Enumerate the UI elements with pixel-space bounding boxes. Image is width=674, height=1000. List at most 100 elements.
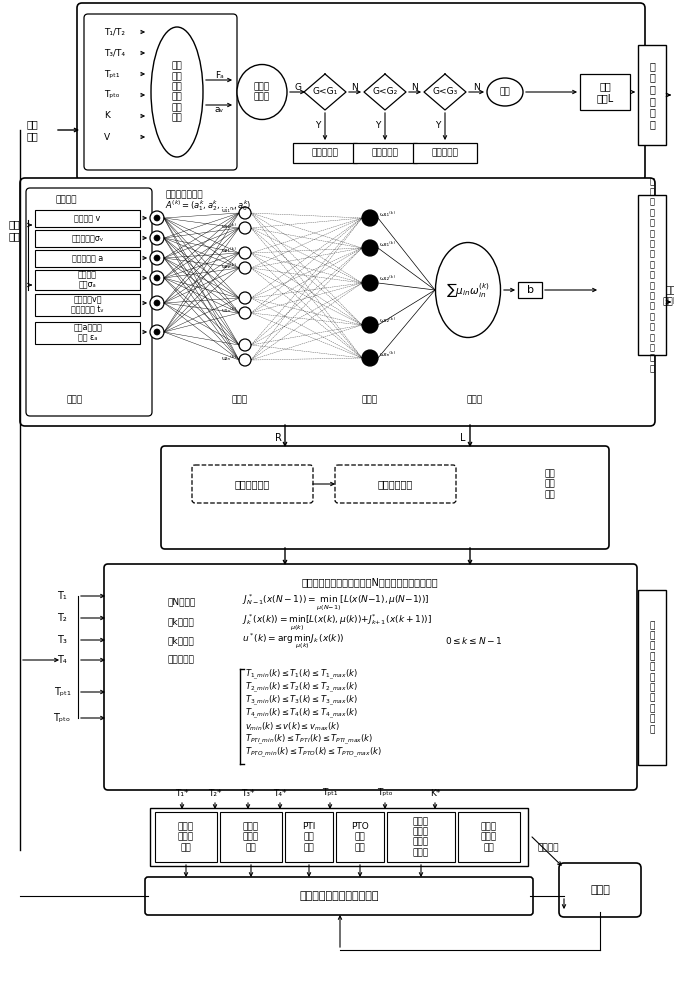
- FancyBboxPatch shape: [104, 564, 637, 790]
- Text: T₃/T₄: T₃/T₄: [104, 48, 125, 57]
- Circle shape: [239, 247, 251, 259]
- Text: $0\leq k\leq N-1$: $0\leq k\leq N-1$: [445, 636, 503, 647]
- Text: Fₐ: Fₐ: [214, 70, 223, 80]
- Text: ω₂₁⁽ᵏ⁾: ω₂₁⁽ᵏ⁾: [380, 241, 396, 246]
- FancyBboxPatch shape: [35, 270, 140, 290]
- Circle shape: [154, 235, 160, 241]
- Circle shape: [154, 300, 160, 306]
- Ellipse shape: [237, 64, 287, 119]
- Circle shape: [150, 211, 164, 225]
- Circle shape: [154, 275, 160, 281]
- Text: 约束条件：: 约束条件：: [168, 656, 195, 664]
- Circle shape: [362, 240, 378, 256]
- FancyBboxPatch shape: [20, 178, 655, 426]
- Text: G<G₁: G<G₁: [312, 88, 338, 97]
- Text: 控制
参数
切换: 控制 参数 切换: [545, 469, 555, 499]
- FancyBboxPatch shape: [35, 210, 140, 227]
- Text: Tₚₜ₁: Tₚₜ₁: [322, 788, 338, 798]
- Circle shape: [362, 275, 378, 291]
- FancyBboxPatch shape: [150, 808, 528, 866]
- Text: $A^{(k)}=(a_1^k,a_2^k,...,a_6^k)$: $A^{(k)}=(a_1^k,a_2^k,...,a_6^k)$: [165, 199, 251, 213]
- Text: Y: Y: [315, 120, 321, 129]
- Text: G<G₃: G<G₃: [433, 88, 458, 97]
- Text: Tₚₜₒ: Tₚₜₒ: [377, 788, 393, 798]
- Text: T₃: T₃: [57, 635, 67, 645]
- FancyBboxPatch shape: [192, 465, 313, 503]
- Circle shape: [150, 251, 164, 265]
- Text: 重载荷工况: 重载荷工况: [431, 148, 458, 157]
- FancyBboxPatch shape: [84, 14, 237, 170]
- FancyBboxPatch shape: [35, 294, 140, 316]
- Text: u₂ₙ⁽ᵏ⁾: u₂ₙ⁽ᵏ⁾: [222, 356, 237, 360]
- Text: 结束: 结束: [499, 88, 510, 97]
- Circle shape: [154, 215, 160, 221]
- Text: 控制参数选择: 控制参数选择: [235, 479, 270, 489]
- Ellipse shape: [151, 27, 203, 157]
- Text: 平均航速 v: 平均航速 v: [74, 214, 100, 223]
- FancyBboxPatch shape: [638, 195, 666, 355]
- Text: T₁: T₁: [57, 591, 67, 601]
- FancyBboxPatch shape: [145, 877, 533, 915]
- Text: 船舶载
荷估算: 船舶载 荷估算: [254, 82, 270, 102]
- FancyBboxPatch shape: [638, 45, 666, 145]
- Text: 部件控
制单元
系统: 部件控 制单元 系统: [481, 822, 497, 852]
- FancyBboxPatch shape: [387, 812, 455, 862]
- FancyBboxPatch shape: [353, 143, 417, 163]
- Text: ω₂₂⁽ᵏ⁾: ω₂₂⁽ᵏ⁾: [380, 318, 396, 324]
- Text: 航速大于v的
时间百分比 tᵥ: 航速大于v的 时间百分比 tᵥ: [71, 295, 104, 315]
- Text: T₃*: T₃*: [241, 788, 255, 798]
- Text: 航行
工况R: 航行 工况R: [663, 286, 674, 306]
- Circle shape: [150, 325, 164, 339]
- Text: 当前
状态: 当前 状态: [26, 119, 38, 141]
- FancyBboxPatch shape: [220, 812, 282, 862]
- Circle shape: [150, 296, 164, 310]
- Text: G: G: [295, 83, 301, 92]
- Text: u₁ₙ⁽ᵏ⁾: u₁ₙ⁽ᵏ⁾: [222, 308, 237, 314]
- Circle shape: [239, 354, 251, 366]
- FancyBboxPatch shape: [638, 590, 666, 765]
- Text: u₂₂⁽ᵏ⁾: u₂₂⁽ᵏ⁾: [222, 263, 237, 268]
- Text: Y: Y: [435, 120, 441, 129]
- Text: 数据
采集
及数
据分
析和
处理: 数据 采集 及数 据分 析和 处理: [172, 62, 183, 122]
- Text: 输入层: 输入层: [67, 395, 83, 404]
- Circle shape: [239, 307, 251, 319]
- Text: Tₚₜₒ: Tₚₜₒ: [104, 91, 119, 100]
- FancyBboxPatch shape: [35, 230, 140, 247]
- Text: $u^*(k)=\arg\min_{\mu(k)}J_k(x(k))$: $u^*(k)=\arg\min_{\mu(k)}J_k(x(k))$: [242, 631, 344, 651]
- Circle shape: [150, 271, 164, 285]
- Text: $J^*_k(x(k))=\min_{\mu(k)}[L(x(k),\mu(k))+J^*_{k+1}(x(k+1))]$: $J^*_k(x(k))=\min_{\mu(k)}[L(x(k),\mu(k)…: [242, 612, 432, 632]
- FancyBboxPatch shape: [35, 322, 140, 344]
- Text: 基
于
动
态
规
划
的
能
量
管
理: 基 于 动 态 规 划 的 能 量 管 理: [649, 621, 654, 734]
- Text: PTO
控制
单元: PTO 控制 单元: [351, 822, 369, 852]
- Text: $T_{PTO\_min}(k)\leq T_{PTO}(k)\leq T_{PTO\_max}(k)$: $T_{PTO\_min}(k)\leq T_{PTO}(k)\leq T_{P…: [245, 746, 382, 760]
- FancyBboxPatch shape: [559, 863, 641, 917]
- Text: Tₚₜ₁: Tₚₜ₁: [53, 687, 71, 697]
- Circle shape: [154, 329, 160, 335]
- Text: 新的指令: 新的指令: [537, 844, 559, 852]
- FancyBboxPatch shape: [155, 812, 217, 862]
- Text: $\sum\mu_{in}\omega_{in}^{(k)}$: $\sum\mu_{in}\omega_{in}^{(k)}$: [446, 281, 490, 299]
- Text: 特征参数: 特征参数: [55, 196, 77, 205]
- Circle shape: [154, 255, 160, 261]
- FancyBboxPatch shape: [458, 812, 520, 862]
- Text: 航速标准差σᵥ: 航速标准差σᵥ: [71, 234, 104, 243]
- Text: $T_{4\_min}(k)\leq T_4(k)\leq T_{4\_max}(k)$: $T_{4\_min}(k)\leq T_4(k)\leq T_{4\_max}…: [245, 707, 358, 721]
- Text: ω₁₂⁽ᵏ⁾: ω₁₂⁽ᵏ⁾: [380, 276, 396, 282]
- Text: ω₁₁⁽ᵏ⁾: ω₁₁⁽ᵏ⁾: [380, 212, 396, 217]
- Text: $v_{min}(k)\leq v(k)\leq v_{max}(k)$: $v_{min}(k)\leq v(k)\leq v_{max}(k)$: [245, 721, 340, 733]
- Text: N: N: [474, 83, 481, 92]
- Circle shape: [239, 292, 251, 304]
- Text: ω₂ₙ⁽ᵏ⁾: ω₂ₙ⁽ᵏ⁾: [380, 352, 396, 357]
- FancyBboxPatch shape: [161, 446, 609, 549]
- Text: 减速齿
轮箱离
合器执
行单元: 减速齿 轮箱离 合器执 行单元: [413, 817, 429, 857]
- FancyBboxPatch shape: [35, 250, 140, 267]
- Text: b: b: [526, 285, 534, 295]
- Text: PTI
控制
单元: PTI 控制 单元: [303, 822, 315, 852]
- FancyBboxPatch shape: [335, 465, 456, 503]
- Text: 将整体问题动态优化划分为N个时刻的最小化问题：: 将整体问题动态优化划分为N个时刻的最小化问题：: [302, 577, 438, 587]
- Text: 驾驶台: 驾驶台: [590, 885, 610, 895]
- Circle shape: [362, 317, 378, 333]
- Circle shape: [239, 207, 251, 219]
- Text: 第k时刻：: 第k时刻：: [168, 617, 195, 626]
- Circle shape: [239, 222, 251, 234]
